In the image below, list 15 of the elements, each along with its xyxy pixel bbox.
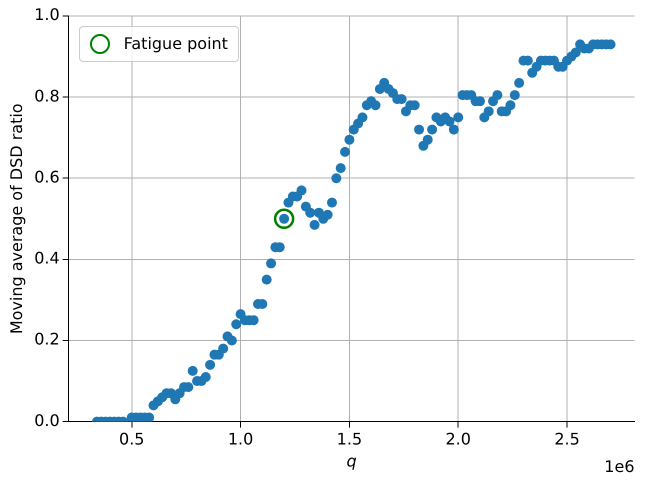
y-axis-title: Moving average of DSD ratio: [6, 103, 26, 334]
y-tick-label: 0.8: [34, 86, 60, 106]
x-tick-label: 1.0: [228, 429, 254, 448]
y-tick-label: 0.6: [34, 167, 60, 186]
text: 1e6: [604, 456, 634, 476]
legend-label: Fatigue point: [124, 33, 228, 55]
x-axis-title: q: [346, 452, 357, 471]
x-tick-label: 2.5: [554, 429, 580, 448]
y-tick-label: 0.2: [34, 330, 60, 349]
x-tick-label: 0.5: [119, 429, 144, 448]
x-tick-label: 1.5: [336, 429, 362, 448]
y-tick-label: 0.0: [34, 410, 60, 430]
y-tick-label: 1.0: [34, 5, 60, 24]
y-tick-label: 0.4: [34, 248, 60, 268]
x-tick-label: 2.0: [445, 429, 471, 448]
